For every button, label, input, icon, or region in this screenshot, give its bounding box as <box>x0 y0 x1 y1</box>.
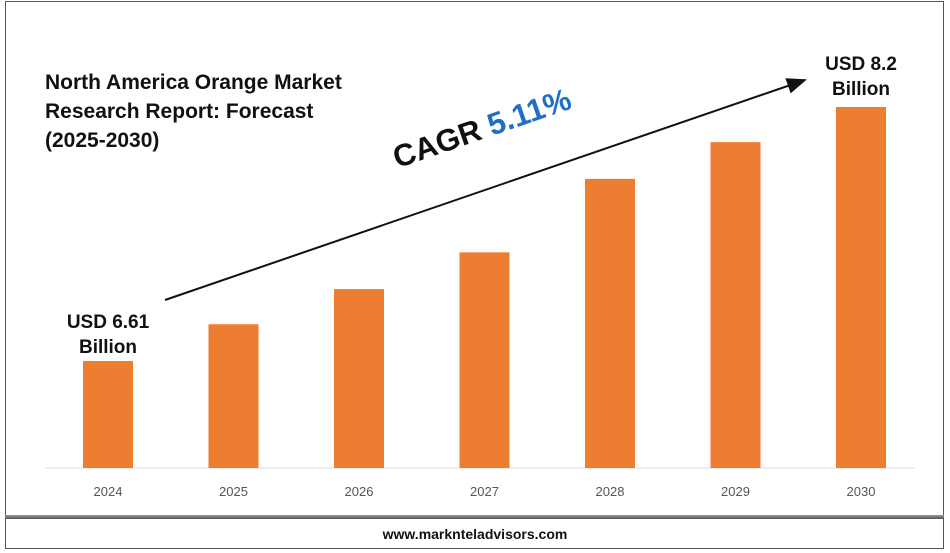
x-tick-label: 2026 <box>345 484 374 499</box>
bar-2030 <box>836 107 886 468</box>
start-value: USD 6.61 <box>66 312 150 333</box>
x-tick-label: 2025 <box>219 484 248 499</box>
footer-divider <box>5 515 944 519</box>
frame <box>5 1 944 549</box>
start-unit: Billion <box>78 337 138 358</box>
x-tick-label: 2030 <box>847 484 876 499</box>
bar-2027 <box>459 252 510 468</box>
start-value-label: USD 6.61 Billion <box>58 310 158 360</box>
x-tick-label: 2028 <box>596 484 625 499</box>
bar-2025 <box>208 324 259 468</box>
x-tick-label: 2027 <box>470 484 499 499</box>
x-tick-label: 2029 <box>721 484 750 499</box>
end-value: USD 8.2 <box>825 54 897 75</box>
title-line: (2025-2030) <box>45 129 160 152</box>
footer-url: www.marknteladvisors.com <box>382 526 568 542</box>
end-unit: Billion <box>831 79 891 100</box>
growth-arrow <box>164 78 807 301</box>
bar-2026 <box>334 289 384 468</box>
x-tick-label: 2024 <box>94 484 123 499</box>
title-line: Research Report: Forecast <box>45 100 314 123</box>
bar-2024 <box>83 361 133 468</box>
end-value-label: USD 8.2 Billion <box>811 52 911 102</box>
bar-2029 <box>710 142 761 468</box>
title-line: North America Orange Market <box>45 71 342 94</box>
bar-2028 <box>585 178 635 469</box>
chart-title: North America Orange Market Research Rep… <box>45 68 342 155</box>
